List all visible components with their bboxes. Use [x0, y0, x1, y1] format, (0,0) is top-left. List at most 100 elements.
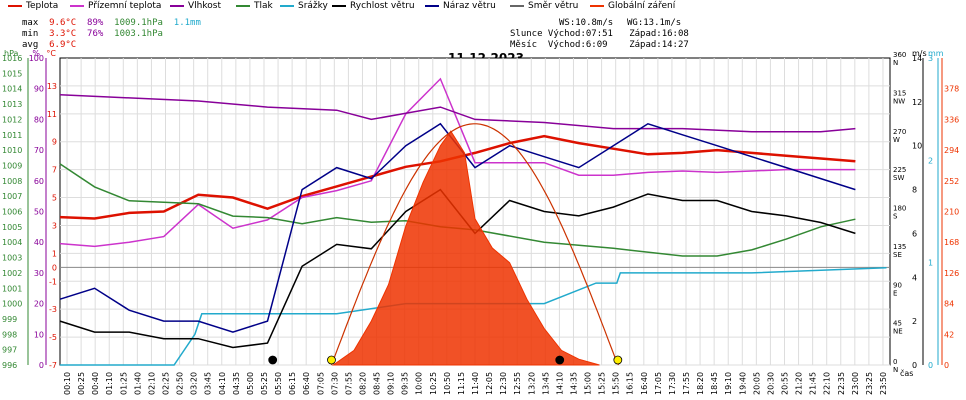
x-tick-label: 13:20	[527, 372, 536, 395]
x-tick-label: 07:05	[316, 372, 325, 395]
temp-tick-label: 5	[52, 194, 57, 203]
x-tick-label: 03:20	[190, 372, 199, 395]
dir-tick-label: SE	[893, 251, 902, 259]
pct-tick-label: 80	[34, 115, 44, 124]
series-area-glob-ln-z-en-	[331, 130, 600, 366]
dir-tick-value: 90	[893, 281, 902, 289]
temp-tick-label: 1	[52, 249, 57, 258]
dir-tick-label: E	[893, 289, 897, 297]
legend: Teplota Přízemní teplota Vlhkost Tlak Sr…	[0, 0, 966, 14]
dir-tick-value: 315	[893, 89, 906, 97]
x-tick-label: 11:15	[457, 372, 466, 395]
info-moon: Měsíc Východ:6:09 Západ:14:27	[510, 40, 689, 50]
x-tick-label: 16:15	[626, 372, 635, 395]
info-wg: WG:13.1m/s	[627, 18, 682, 28]
rad-tick-label: 378	[944, 85, 959, 94]
legend-item-wind-gust: Náraz větru	[425, 1, 496, 11]
hpa-tick-label: 1016	[2, 54, 22, 63]
x-tick-label: 02:25	[162, 372, 171, 395]
hpa-tick-label: 1004	[2, 238, 22, 247]
x-tick-label: 08:20	[358, 372, 367, 395]
x-tick-label: 17:30	[668, 372, 677, 395]
x-tick-label: 16:40	[640, 372, 649, 395]
hpa-tick-label: 1001	[2, 284, 22, 293]
x-tick-label: 07:30	[330, 372, 339, 395]
hpa-tick-label: 1009	[2, 161, 22, 170]
x-tick-label: 18:20	[696, 372, 705, 395]
x-tick-label: 22:10	[823, 372, 832, 395]
wind-tick-label: 4	[912, 273, 917, 282]
x-tick-label: 17:55	[682, 372, 691, 395]
temp-tick-label: 0	[52, 263, 57, 272]
x-tick-label: 20:30	[766, 372, 775, 395]
x-tick-label: 00:10	[63, 372, 72, 395]
x-tick-label: 04:10	[218, 372, 227, 395]
mm-tick-label: 0	[928, 361, 933, 370]
x-tick-label: 05:00	[246, 372, 255, 395]
legend-item-pressure: Tlak	[236, 1, 273, 11]
wind-tick-label: 12	[912, 98, 922, 107]
hpa-tick-label: 999	[2, 315, 17, 324]
pct-tick-label: 0	[39, 361, 44, 370]
stats-max-row: max 9.6°C 89% 1009.1hPa 1.1mm	[22, 18, 201, 28]
pct-tick-label: 70	[34, 146, 44, 155]
dir-tick-label: N	[893, 366, 898, 374]
x-tick-label: 01:10	[105, 372, 114, 395]
hpa-tick-label: 1005	[2, 223, 22, 232]
hpa-tick-label: 1010	[2, 146, 22, 155]
hpa-tick-label: 1002	[2, 269, 22, 278]
mm-tick-label: 3	[928, 54, 933, 63]
temp-tick-label: 7	[52, 166, 57, 175]
mm-axis-label: mm	[928, 49, 944, 58]
x-tick-label: 12:30	[499, 372, 508, 395]
legend-item-wind-dir: Směr větru	[510, 1, 578, 11]
temp-tick-label: 13	[47, 82, 57, 91]
wind-tick-label: 8	[912, 186, 917, 195]
temp-tick-label: -5	[49, 333, 57, 342]
x-tick-label: 05:25	[260, 372, 269, 395]
dir-tick-label: SW	[893, 174, 904, 182]
pct-tick-label: 50	[34, 208, 44, 217]
wind-tick-label: 2	[912, 317, 917, 326]
x-tick-label: 01:25	[119, 372, 128, 395]
rad-tick-label: 42	[944, 330, 954, 339]
x-tick-label: 01:40	[133, 372, 142, 395]
mm-tick-label: 1	[928, 259, 933, 268]
x-tick-label: 10:00	[415, 372, 424, 395]
x-tick-label: 09:35	[401, 372, 410, 395]
moonrise-marker	[268, 355, 278, 365]
dir-tick-label: NW	[893, 97, 905, 105]
legend-item-ground-temp: Přízemní teplota	[70, 1, 161, 11]
legend-item-rain: Srážky	[280, 1, 328, 11]
hpa-tick-label: 1011	[2, 131, 22, 140]
x-tick-label: 07:55	[344, 372, 353, 395]
pct-tick-label: 90	[34, 85, 44, 94]
series-line-vlhkost	[59, 94, 856, 133]
hpa-tick-label: 1003	[2, 254, 22, 263]
x-tick-label: 19:10	[724, 372, 733, 395]
wind-tick-label: 0	[912, 361, 917, 370]
temp-axis-label: °C	[46, 49, 56, 58]
stats-avg-row: avg 6.9°C	[22, 40, 77, 50]
dir-tick-label: S	[893, 213, 898, 221]
rad-tick-label: 168	[944, 238, 959, 247]
legend-item-radiation: Globální záření	[590, 1, 675, 11]
x-tick-label: 11:40	[471, 372, 480, 395]
temp-tick-label: -7	[49, 361, 57, 370]
pct-tick-label: 10	[34, 330, 44, 339]
temp-tick-label: -3	[49, 305, 57, 314]
x-tick-label: 06:40	[302, 372, 311, 395]
x-tick-label: 15:00	[584, 372, 593, 395]
dir-tick-value: 270	[893, 128, 906, 136]
pct-tick-label: 100	[29, 54, 44, 63]
wind-tick-label: 10	[912, 142, 922, 151]
rad-tick-label: 0	[944, 361, 949, 370]
pct-tick-label: 30	[34, 269, 44, 278]
moonset-marker	[555, 355, 565, 365]
x-tick-label: 23:25	[865, 372, 874, 395]
x-tick-label: 17:05	[654, 372, 663, 395]
dir-tick-value: 45	[893, 320, 902, 328]
x-tick-label: 03:45	[204, 372, 213, 395]
temp-tick-label: -1	[49, 277, 57, 286]
mm-tick-label: 2	[928, 156, 933, 165]
